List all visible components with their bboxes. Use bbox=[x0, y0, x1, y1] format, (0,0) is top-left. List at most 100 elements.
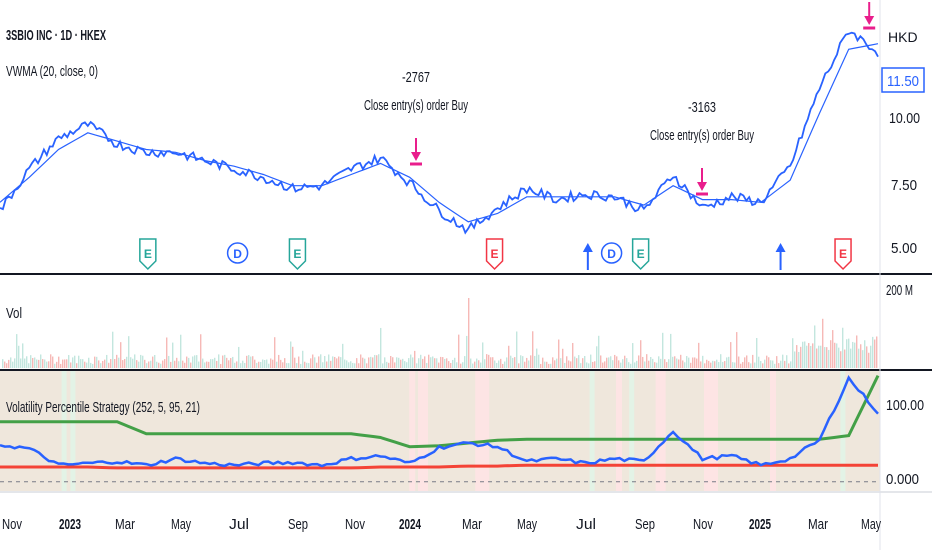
volume-bar bbox=[826, 347, 828, 368]
volume-bar bbox=[780, 360, 782, 368]
volume-bar bbox=[272, 359, 274, 368]
price-tick-5: 5.00 bbox=[891, 240, 917, 257]
volume-bar bbox=[574, 356, 576, 368]
close-entry-arrow-icon[interactable] bbox=[863, 2, 876, 30]
volume-bar bbox=[50, 354, 52, 368]
volume-bar bbox=[670, 333, 672, 368]
strategy-label[interactable]: Volatility Percentile Strategy (252, 5, … bbox=[6, 399, 200, 416]
volume-bar bbox=[52, 356, 54, 368]
volume-bar bbox=[862, 350, 864, 368]
volume-bar bbox=[350, 361, 352, 368]
volume-bar bbox=[704, 363, 706, 368]
event-marker-e[interactable]: E bbox=[834, 238, 852, 271]
volume-bar bbox=[152, 356, 154, 368]
event-marker-e[interactable]: E bbox=[288, 238, 307, 271]
volume-bar bbox=[606, 357, 608, 368]
volume-bar bbox=[66, 359, 68, 368]
trade-pnl-label: -2767 bbox=[402, 69, 430, 86]
volume-bar bbox=[414, 350, 416, 368]
close-entry-arrow-icon[interactable] bbox=[696, 168, 708, 196]
volume-bar bbox=[342, 343, 344, 368]
vwma-indicator-label[interactable]: VWMA (20, close, 0) bbox=[6, 63, 98, 80]
volume-bar bbox=[710, 362, 712, 368]
event-marker-d[interactable]: D bbox=[226, 242, 249, 264]
volume-bar bbox=[234, 362, 236, 368]
volume-bar bbox=[360, 354, 362, 368]
volume-bar bbox=[266, 359, 268, 368]
price-line bbox=[0, 31, 879, 235]
volume-bar bbox=[104, 359, 106, 368]
volume-bar bbox=[436, 358, 438, 368]
volume-bar bbox=[312, 354, 314, 368]
event-marker-d[interactable]: D bbox=[600, 242, 623, 264]
volume-bar bbox=[578, 355, 580, 368]
volume-bar bbox=[82, 359, 84, 368]
background-band bbox=[840, 371, 846, 491]
volume-bar bbox=[836, 343, 838, 368]
volume-bar bbox=[314, 357, 316, 368]
volume-bar bbox=[832, 330, 834, 368]
volume-bar bbox=[500, 358, 502, 368]
volume-bar bbox=[802, 341, 804, 368]
volume-bar bbox=[94, 356, 96, 368]
volume-bar bbox=[212, 359, 214, 368]
volume-bar bbox=[348, 362, 350, 368]
volume-bar bbox=[616, 356, 618, 368]
volume-bar bbox=[208, 361, 210, 368]
volatility-percentile-line bbox=[0, 375, 879, 468]
volume-bar bbox=[440, 356, 442, 368]
volume-bar bbox=[406, 362, 408, 368]
volume-bar bbox=[344, 359, 346, 368]
volume-bar bbox=[604, 361, 606, 368]
event-marker-e[interactable]: E bbox=[139, 238, 157, 271]
volume-bar bbox=[34, 357, 36, 368]
volume-bar bbox=[336, 358, 338, 368]
volume-bar bbox=[846, 339, 848, 368]
event-marker-letter: E bbox=[491, 247, 499, 261]
event-marker-e[interactable]: E bbox=[631, 238, 650, 271]
buy-arrow-icon[interactable] bbox=[582, 243, 593, 270]
volume-bar bbox=[230, 358, 232, 368]
volume-bar bbox=[622, 359, 624, 368]
volume-bar bbox=[678, 359, 680, 368]
lower-threshold-line bbox=[0, 463, 878, 470]
volume-bar bbox=[402, 358, 404, 368]
volume-bar bbox=[118, 357, 120, 368]
volume-bar bbox=[280, 359, 282, 368]
volume-bar bbox=[146, 363, 148, 368]
volume-bar bbox=[762, 363, 764, 368]
volume-bar bbox=[384, 357, 386, 368]
volume-bar bbox=[122, 360, 124, 368]
volume-bar bbox=[438, 362, 440, 368]
volume-bar bbox=[562, 348, 564, 368]
volume-bar bbox=[460, 363, 462, 368]
volume-bar bbox=[260, 361, 262, 368]
volume-label[interactable]: Vol bbox=[6, 305, 22, 322]
volume-bar bbox=[584, 355, 586, 368]
volume-bar bbox=[372, 357, 374, 368]
time-axis-label: Mar bbox=[462, 516, 482, 533]
volume-bar bbox=[768, 357, 770, 368]
volume-bar bbox=[184, 362, 186, 368]
volume-bar bbox=[316, 362, 318, 368]
volume-bar bbox=[656, 362, 658, 368]
volume-bar bbox=[770, 360, 772, 368]
volume-bar bbox=[628, 362, 630, 368]
volume-bar bbox=[298, 356, 300, 368]
trade-pnl-label: -3163 bbox=[688, 99, 716, 116]
volume-bar bbox=[776, 356, 778, 368]
volume-bar bbox=[488, 354, 490, 368]
volume-bar bbox=[576, 358, 578, 368]
volume-bar bbox=[100, 363, 102, 368]
volume-bar bbox=[526, 357, 528, 368]
volume-bar bbox=[478, 360, 480, 368]
event-marker-e[interactable]: E bbox=[485, 238, 504, 271]
volume-bar bbox=[808, 343, 810, 368]
volume-bar bbox=[472, 363, 474, 368]
volume-bar bbox=[334, 356, 336, 368]
volume-bar bbox=[652, 358, 654, 368]
close-entry-arrow-icon[interactable] bbox=[410, 138, 422, 166]
buy-arrow-icon[interactable] bbox=[775, 243, 786, 270]
volume-bar bbox=[850, 348, 852, 368]
volume-bar bbox=[290, 341, 292, 368]
